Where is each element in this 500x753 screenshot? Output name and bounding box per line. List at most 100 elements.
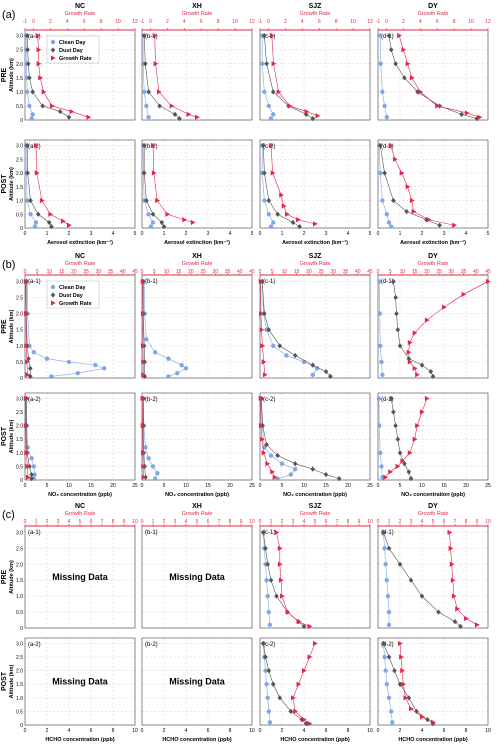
panel-tag: (d-2) [381, 642, 394, 648]
growth-tick-label: 2 [402, 19, 405, 25]
growth-tick-label: 8 [335, 19, 338, 25]
x-tick-label: 8 [112, 728, 115, 734]
x-tick-label: 1 [399, 231, 402, 237]
data-point-dust [474, 115, 480, 122]
growth-tick-label: 30 [213, 269, 219, 275]
growth-tick-label: 40 [237, 269, 243, 275]
legend-icon-triangle-right [51, 300, 56, 306]
data-point-growth [25, 474, 31, 480]
data-point-dust [266, 327, 272, 333]
y-tick-label: 2.0 [16, 669, 23, 675]
data-point-growth [296, 619, 302, 625]
data-point-dust [393, 294, 398, 301]
x-tick-label: 10 [183, 483, 189, 489]
y-tick-label: 0 [20, 626, 23, 632]
data-point-dust [397, 343, 403, 349]
data-point-dust [262, 33, 267, 39]
data-point-dust [146, 89, 151, 95]
growth-tick-label: 25 [200, 269, 206, 275]
x-tick-label: 3 [443, 231, 446, 237]
x-tick-label: 10 [419, 483, 425, 489]
data-point-dust [397, 681, 403, 687]
panel-tag: (a-1) [28, 279, 41, 285]
data-point-growth [165, 211, 171, 217]
period-label: POST [1, 426, 8, 446]
data-point-clean [166, 356, 171, 361]
x-tick-label: 5 [487, 231, 490, 237]
growth-tick-label: 4 [183, 19, 186, 25]
data-point-dust [436, 609, 441, 615]
data-point-growth [277, 561, 283, 567]
y-tick-label: 2.5 [16, 655, 23, 661]
growth-rate-axis-title: Growth Rate [418, 511, 449, 517]
data-point-clean [146, 212, 151, 217]
data-point-dust [26, 356, 31, 362]
data-point-growth [464, 110, 470, 116]
x-tick-label: 0 [259, 728, 262, 734]
x-tick-label: 5 [46, 483, 49, 489]
site-label: NC [75, 253, 85, 260]
data-point-dust [391, 409, 396, 415]
data-point-dust [323, 471, 329, 478]
x-tick-label: 10 [485, 728, 491, 734]
x-tick-label: 2 [46, 728, 49, 734]
data-point-dust [157, 103, 162, 109]
data-point-dust [393, 423, 398, 429]
x-tick-label: 8 [347, 728, 350, 734]
group-label: (b) [2, 259, 15, 271]
growth-rate-axis-title: Growth Rate [182, 11, 213, 17]
growth-tick-label: 0 [267, 19, 270, 25]
data-point-growth [455, 606, 460, 612]
data-point-dust [275, 452, 280, 459]
growth-tick-label: 7 [101, 519, 104, 525]
growth-tick-label: 6 [207, 519, 210, 525]
data-point-clean [378, 61, 383, 66]
growth-rate-axis-title: Growth Rate [65, 511, 96, 517]
series-line-clean [26, 281, 106, 377]
y-tick-label: 1.5 [16, 437, 23, 443]
data-point-clean [271, 343, 276, 349]
growth-tick-label: 10 [485, 519, 491, 525]
growth-tick-label: 45 [132, 269, 138, 275]
y-tick-label: 1.0 [16, 594, 23, 600]
data-point-growth [486, 278, 491, 285]
data-point-dust [265, 561, 270, 567]
group-label: (a) [2, 9, 15, 21]
data-point-dust [30, 89, 35, 95]
data-point-clean [310, 372, 315, 377]
growth-tick-label: 4 [68, 519, 71, 525]
data-point-dust [288, 708, 294, 715]
data-point-growth [182, 217, 188, 223]
data-point-growth [383, 474, 389, 480]
growth-tick-label: 4 [421, 519, 424, 525]
data-point-growth [153, 61, 159, 67]
growth-tick-label: 4 [303, 519, 306, 525]
panel-b-2: (b-2) 0 5 10 15 20 25 NO₂ concentration (ppb) [140, 392, 255, 498]
data-point-dust [159, 219, 165, 226]
data-point-dust [261, 142, 266, 149]
growth-tick-label: 0 [377, 519, 380, 525]
panel-c-2: (c-2) 0 5 10 15 20 25 NO₂ concentration (ppb) [258, 392, 373, 498]
data-point-growth [447, 529, 453, 535]
x-tick-label: 3 [207, 231, 210, 237]
growth-tick-label: 0 [149, 19, 152, 25]
y-tick-label: 3.0 [16, 144, 23, 150]
data-point-growth [313, 640, 318, 647]
data-point-growth [258, 395, 264, 402]
x-axis-label: NO₂ concentration (ppb) [48, 492, 112, 498]
panel-frame [141, 637, 253, 726]
y-tick-label: 2.5 [16, 410, 23, 416]
growth-tick-label: 5 [153, 269, 156, 275]
data-point-dust [408, 476, 414, 482]
growth-tick-label: 6 [325, 519, 328, 525]
x-axis-label: NO₂ concentration (ppb) [283, 492, 347, 498]
x-tick-label: 15 [88, 483, 94, 489]
data-point-dust [46, 219, 52, 226]
data-point-dust [377, 142, 383, 149]
growth-tick-label: -1 [140, 19, 145, 25]
data-point-growth [307, 654, 313, 660]
data-point-growth [69, 108, 75, 115]
